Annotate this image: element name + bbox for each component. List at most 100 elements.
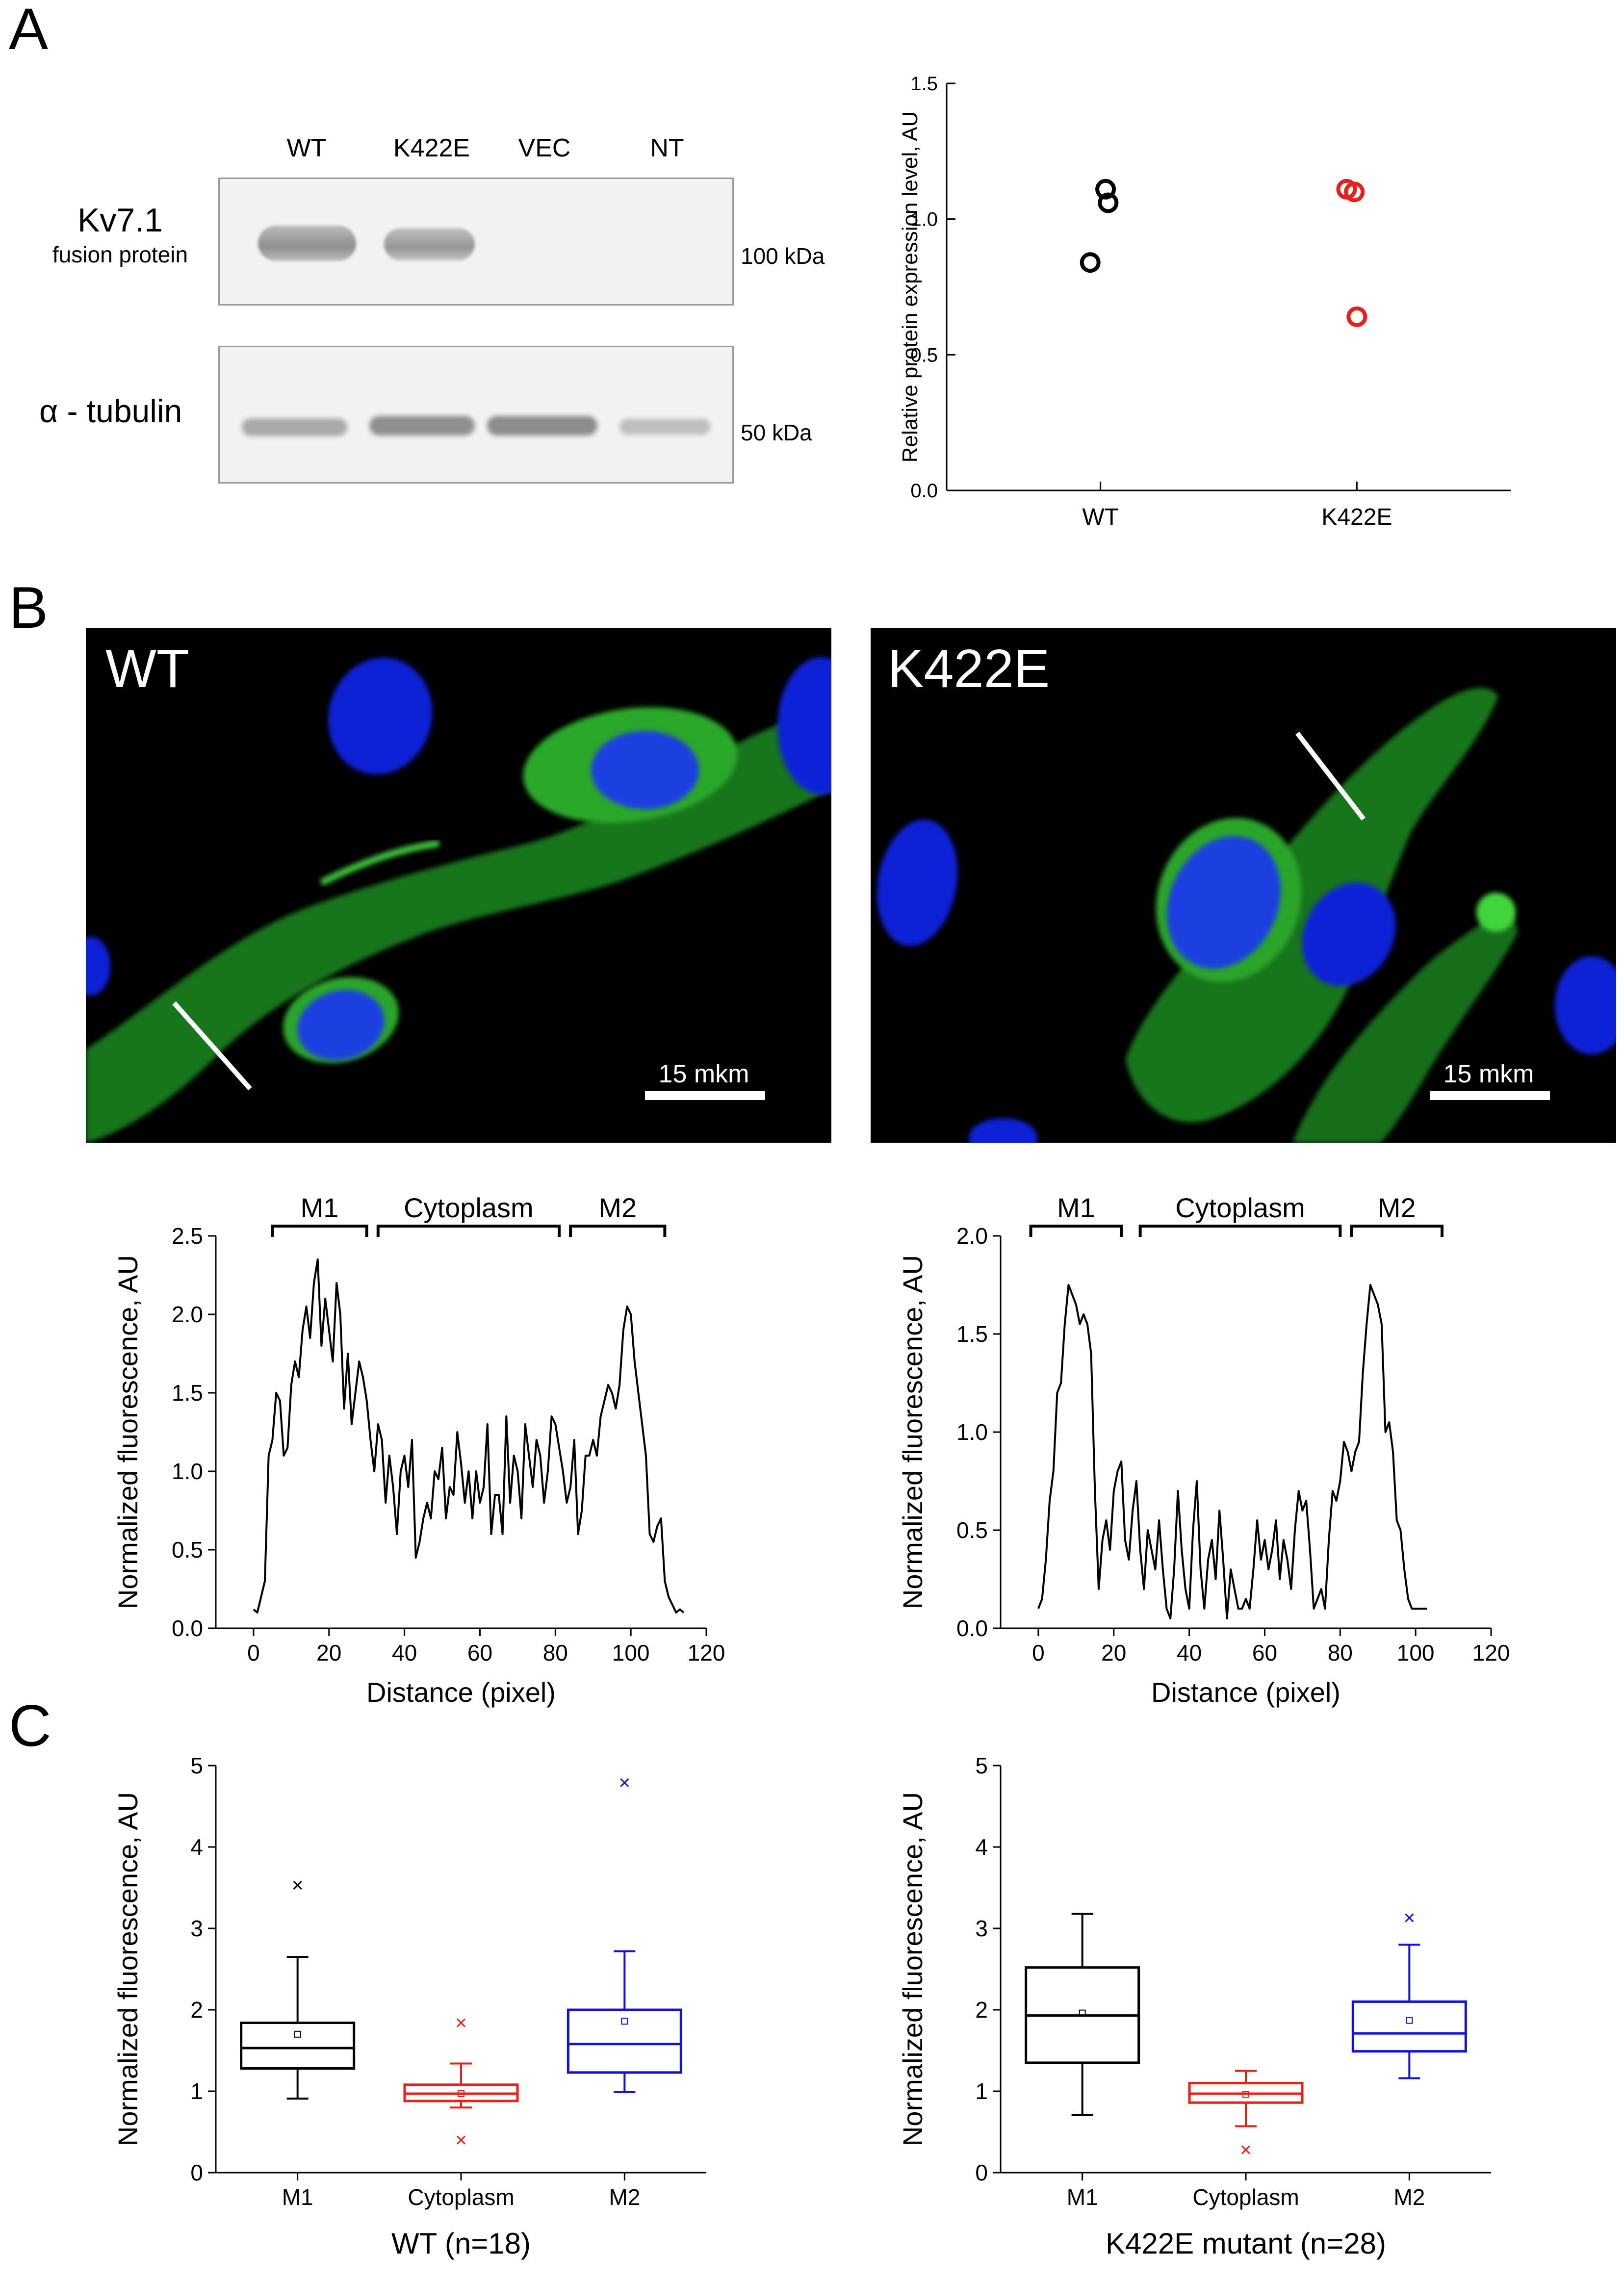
- y-tick-label: 0.0: [172, 1615, 203, 1641]
- x-tick-label: M2: [1393, 2184, 1425, 2210]
- y-tick-label: 0.0: [956, 1615, 988, 1641]
- y-tick-label: 1.0: [172, 1459, 203, 1484]
- x-tick-label: 40: [392, 1640, 417, 1666]
- y-tick-label: 0.5: [172, 1537, 203, 1563]
- box-outlier: [456, 2135, 466, 2145]
- x-tick-label: 0: [247, 1640, 260, 1666]
- x-tick-label: 120: [1472, 1640, 1510, 1666]
- x-axis-label: Distance (pixel): [1151, 1677, 1340, 1708]
- cell-membrane-k422e: [1126, 688, 1498, 1123]
- panel-letter-b: B: [9, 575, 49, 641]
- x-tick-label: K422E: [1321, 504, 1392, 530]
- band-wt-tubulin: [242, 418, 347, 436]
- mw-label-100kda: 100 kDa: [741, 243, 825, 269]
- y-tick-label: 1.0: [910, 209, 938, 231]
- micrograph-k422e-art: [877, 688, 1616, 1143]
- box-mean: [1406, 2017, 1413, 2024]
- y-tick-label: 4: [190, 1834, 203, 1860]
- chart-box-wt: 0 1 2 3 4 5 M1 Cytoplasm M2 WT (n=18) Normalized f…: [112, 1753, 706, 2260]
- x-axis-label: WT (n=18): [391, 2227, 531, 2260]
- scatter-point: [1080, 252, 1101, 273]
- micrograph-label-k422e: K422E: [888, 639, 1050, 699]
- y-axis-label: Normalized fluorescence, AU: [897, 1792, 928, 2146]
- scatter-point: [1344, 181, 1365, 203]
- scale-bar-k422e: [1430, 1091, 1550, 1100]
- y-tick-label: 1.0: [956, 1419, 988, 1445]
- y-tick-label: 0.0: [910, 480, 938, 502]
- y-tick-label: 2.0: [956, 1223, 988, 1249]
- band-nt-tubulin: [619, 419, 710, 435]
- blot-row1-label-sub: fusion protein: [52, 242, 188, 267]
- region-label: M1: [301, 1192, 339, 1223]
- y-tick-label: 1: [190, 2078, 203, 2104]
- x-tick-label: WT: [1082, 504, 1119, 530]
- chart-expression: 0.0 0.5 1.0 1.5 WT K422E Relative protein expr…: [898, 73, 1511, 530]
- x-tick-label: 100: [612, 1640, 650, 1666]
- region-bracket: [1138, 1225, 1342, 1237]
- cell-membrane-k422e-2: [1292, 902, 1518, 1143]
- line-scan-k422e: [1295, 731, 1366, 821]
- region-bracket: [376, 1225, 561, 1237]
- lane-label-wt: WT: [286, 134, 327, 162]
- micrograph-k422e: K422E 15 mkm: [871, 628, 1616, 1143]
- region-bracket: [1029, 1225, 1123, 1237]
- y-tick-label: 0.5: [910, 344, 938, 366]
- box-mean: [458, 2090, 464, 2097]
- scale-label-k422e: 15 mkm: [1443, 1060, 1534, 1088]
- nucleus-k422e-1: [1167, 836, 1281, 969]
- y-axis-label: Normalized fluorescence, AU: [112, 1255, 143, 1609]
- x-tick-label: 80: [543, 1640, 568, 1666]
- box-outlier: [456, 2018, 466, 2027]
- x-tick-label: M1: [1067, 2184, 1098, 2210]
- blot-row1-label: Kv7.1 fusion protein: [29, 201, 211, 268]
- y-tick-label: 2: [975, 1997, 988, 2023]
- x-tick-label: 20: [1101, 1640, 1126, 1666]
- x-tick-label: 20: [316, 1640, 341, 1666]
- box-mean: [1079, 2009, 1086, 2017]
- y-tick-label: 1.5: [172, 1380, 203, 1406]
- y-axis-label: Normalized fluorescence, AU: [112, 1792, 143, 2146]
- profile-line: [253, 1258, 685, 1614]
- nucleus-wt-2: [297, 990, 385, 1060]
- band-vec-tubulin: [487, 416, 597, 436]
- y-tick-label: 0: [190, 2160, 203, 2185]
- chart-profile-wt: 0.0 0.5 1.0 1.5 2.0 2.5 0 20 40 60 80 100 120 M1 Cytop…: [112, 1192, 725, 1708]
- profile-line: [1037, 1284, 1427, 1619]
- x-axis-label: Distance (pixel): [366, 1677, 556, 1708]
- lane-label-nt: NT: [650, 134, 684, 162]
- y-tick-label: 5: [190, 1753, 203, 1778]
- band-k422e-tubulin: [369, 416, 475, 436]
- nucleus-wt-3: [328, 657, 433, 775]
- blot-membrane-kv71: [218, 178, 734, 306]
- nucleus-wt-1: [591, 731, 699, 809]
- y-tick-label: 2.5: [172, 1223, 203, 1249]
- box-mean: [294, 2030, 301, 2038]
- cell-process-wt: [319, 840, 439, 886]
- x-tick-label: 60: [1252, 1640, 1277, 1666]
- box-outlier: [620, 1778, 629, 1787]
- box-mean: [1242, 2091, 1249, 2098]
- nucleus-k422e-4: [1555, 956, 1616, 1054]
- blot-row2-label: α - tubulin: [39, 393, 182, 429]
- x-tick-label: 120: [688, 1640, 725, 1666]
- chart-box-k422e: 0 1 2 3 4 5 M1 Cytoplasm M2 K422E mutant (n=28) No…: [897, 1753, 1491, 2260]
- nucleus-k422e-2: [1302, 882, 1396, 986]
- scale-label-wt: 15 mkm: [658, 1060, 749, 1088]
- band-k422e-kv71: [384, 228, 475, 260]
- nucleus-wt-4: [777, 657, 831, 795]
- line-scan-wt: [172, 1001, 252, 1091]
- x-tick-label: 40: [1177, 1640, 1202, 1666]
- mw-label-50kda: 50 kDa: [741, 420, 812, 445]
- box-outlier: [293, 1880, 302, 1890]
- y-tick-label: 0: [975, 2160, 988, 2185]
- scatter-point: [1098, 192, 1119, 213]
- x-tick-label: Cytoplasm: [408, 2184, 514, 2210]
- x-tick-label: M1: [282, 2184, 313, 2210]
- box-iqr: [567, 2008, 682, 2074]
- y-tick-label: 1.5: [910, 73, 938, 95]
- region-label: M2: [598, 1192, 637, 1223]
- region-label: Cytoplasm: [1175, 1192, 1305, 1223]
- lane-label-vec: VEC: [518, 134, 571, 162]
- bright-spot-k422e: [1476, 893, 1516, 932]
- y-tick-label: 1.5: [956, 1321, 988, 1347]
